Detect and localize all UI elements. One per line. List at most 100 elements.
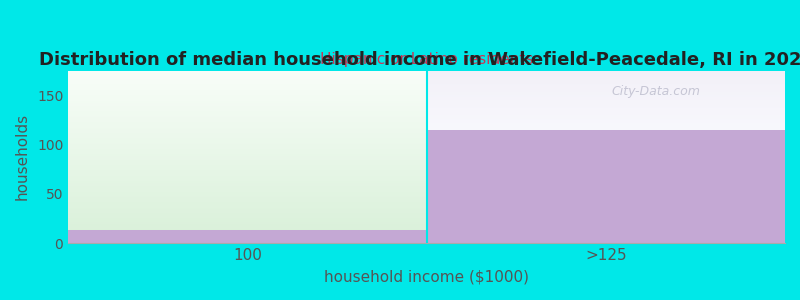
Bar [68, 173, 426, 174]
Bar [68, 197, 426, 198]
Bar [68, 74, 426, 75]
Bar [68, 150, 426, 151]
Bar [68, 241, 426, 242]
Bar [68, 106, 426, 107]
Text: City-Data.com: City-Data.com [611, 85, 701, 98]
Bar [68, 131, 426, 132]
Bar [68, 155, 426, 156]
Bar [68, 236, 426, 237]
Bar [68, 144, 426, 145]
Bar [68, 168, 426, 169]
Bar [68, 129, 426, 130]
Bar [68, 128, 426, 129]
Bar [68, 101, 426, 102]
Bar [68, 209, 426, 210]
Bar [68, 88, 426, 89]
Bar [68, 156, 426, 157]
Bar [68, 93, 426, 94]
Bar [68, 201, 426, 202]
Bar [68, 160, 426, 161]
Bar [68, 76, 426, 77]
Bar [68, 149, 426, 150]
Bar [68, 221, 426, 222]
Bar [68, 234, 426, 235]
Bar [68, 204, 426, 205]
Bar [68, 78, 426, 79]
Text: Hispanic or Latino residents: Hispanic or Latino residents [320, 52, 534, 67]
Bar [68, 125, 426, 126]
Bar [68, 200, 426, 201]
Bar [68, 185, 426, 186]
Bar [68, 214, 426, 215]
Bar [68, 208, 426, 209]
Bar [68, 141, 426, 142]
Bar [68, 222, 426, 223]
Bar [68, 202, 426, 203]
Bar [68, 225, 426, 226]
Bar [68, 71, 426, 72]
Bar [68, 151, 426, 152]
Bar [68, 159, 426, 160]
Bar [68, 235, 426, 236]
Bar [68, 210, 426, 211]
Bar [68, 100, 426, 101]
Bar [68, 158, 426, 159]
Bar [68, 226, 426, 227]
Bar [68, 215, 426, 216]
Bar [68, 102, 426, 103]
Bar [68, 115, 426, 116]
Bar [68, 217, 426, 218]
Bar [68, 120, 426, 121]
Bar [68, 122, 426, 123]
Bar [68, 239, 426, 240]
Bar [68, 134, 426, 135]
Bar [68, 112, 426, 113]
Bar [68, 195, 426, 196]
Bar [68, 79, 426, 80]
Bar [68, 203, 426, 204]
Bar [68, 207, 426, 208]
Bar [68, 117, 426, 118]
Bar [68, 118, 426, 119]
Bar [68, 119, 426, 120]
Bar [68, 194, 426, 195]
Bar [68, 229, 426, 230]
Bar [68, 92, 426, 93]
Bar [68, 196, 426, 197]
Bar [68, 77, 426, 78]
Bar [68, 107, 426, 108]
Bar [68, 165, 426, 166]
Bar [68, 193, 426, 194]
Bar [68, 177, 426, 178]
Bar [68, 213, 426, 214]
Bar [68, 198, 426, 199]
Bar [68, 223, 426, 224]
Bar [68, 162, 426, 163]
Bar [68, 154, 426, 155]
Bar [68, 109, 426, 110]
Bar [68, 105, 426, 106]
Bar [68, 146, 426, 147]
Bar [68, 145, 426, 146]
Bar [68, 113, 426, 114]
Bar [68, 126, 426, 127]
Bar [68, 199, 426, 200]
Bar [68, 147, 426, 148]
Bar [68, 163, 426, 164]
Bar [68, 240, 426, 241]
Bar [68, 218, 426, 219]
Bar [68, 191, 426, 192]
Bar [68, 186, 426, 187]
Bar [68, 103, 426, 104]
Bar [68, 110, 426, 111]
X-axis label: household income ($1000): household income ($1000) [324, 270, 529, 285]
Bar [68, 136, 426, 137]
Bar [68, 187, 426, 188]
Bar [68, 157, 426, 158]
Bar [68, 111, 426, 112]
Y-axis label: households: households [15, 113, 30, 200]
Bar [68, 143, 426, 144]
Bar [68, 121, 426, 122]
Bar [68, 123, 426, 124]
Bar [68, 132, 426, 133]
